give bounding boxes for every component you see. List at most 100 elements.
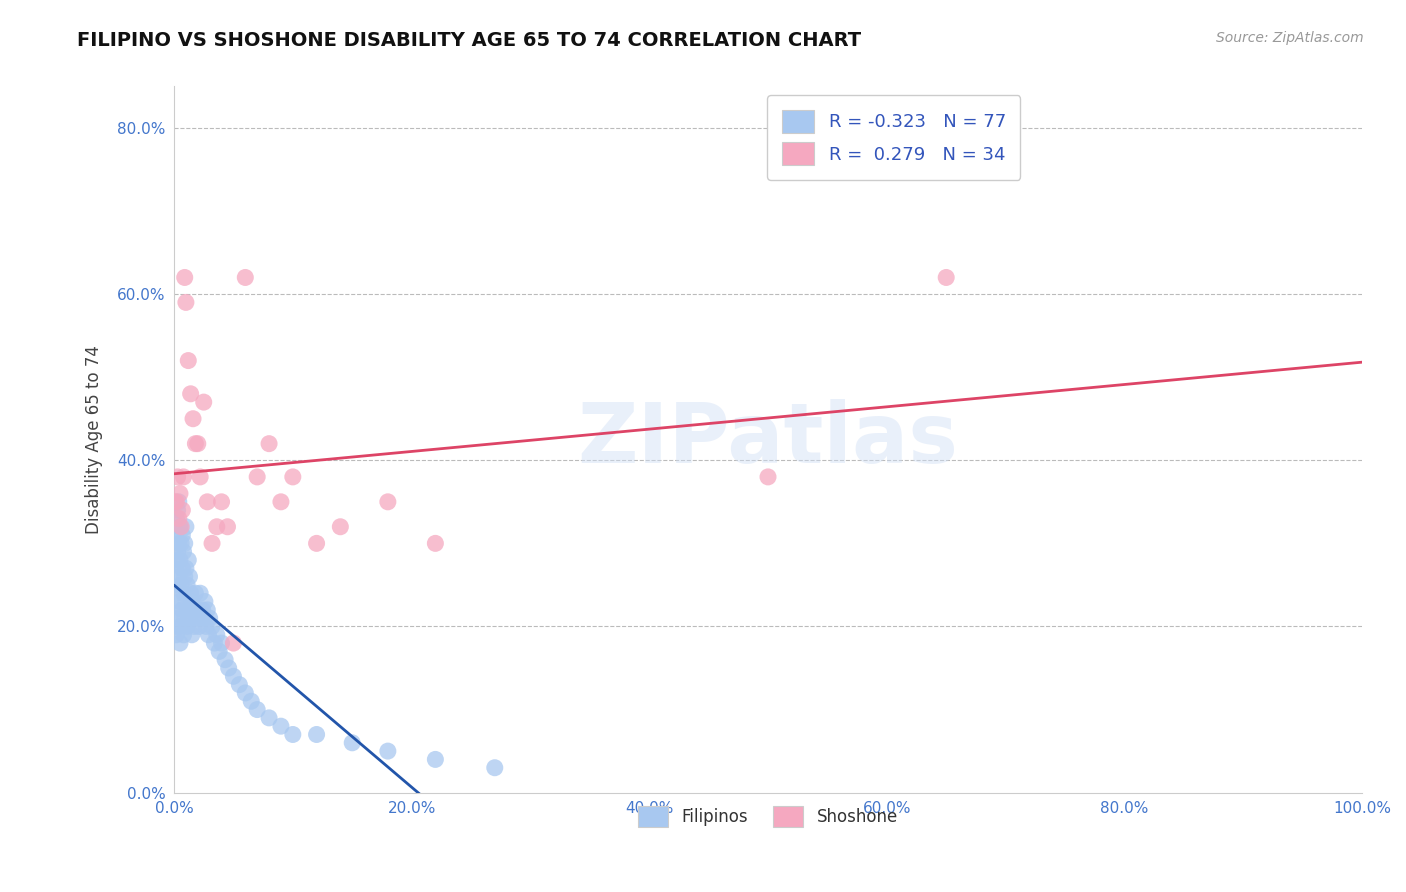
Point (179, 611, 201, 625)
Point (180, 386, 202, 401)
Point (176, 578, 198, 592)
Point (197, 628, 219, 642)
Point (173, 569, 195, 583)
Point (165, 495, 187, 509)
Point (165, 603, 187, 617)
Point (180, 628, 202, 642)
Point (195, 495, 218, 509)
Point (198, 611, 221, 625)
Point (172, 603, 194, 617)
Point (246, 702, 269, 716)
Point (756, 470, 779, 484)
Point (194, 594, 217, 608)
Point (187, 603, 209, 617)
Point (166, 544, 188, 558)
Point (167, 569, 190, 583)
Point (172, 561, 194, 575)
Point (195, 619, 218, 633)
Point (173, 470, 195, 484)
Point (165, 628, 187, 642)
Point (188, 470, 211, 484)
Point (169, 594, 191, 608)
Point (305, 727, 328, 741)
Point (201, 536, 224, 550)
Point (170, 536, 193, 550)
Point (205, 628, 228, 642)
Point (173, 611, 195, 625)
Point (180, 586, 202, 600)
Point (329, 520, 352, 534)
Point (484, 761, 506, 775)
Point (173, 270, 195, 285)
Point (165, 553, 187, 567)
Point (170, 578, 193, 592)
Point (211, 636, 233, 650)
Point (169, 553, 191, 567)
Point (181, 411, 204, 425)
Point (170, 619, 193, 633)
Point (257, 436, 280, 450)
Point (193, 611, 215, 625)
Point (183, 619, 205, 633)
Point (166, 578, 188, 592)
Point (184, 586, 207, 600)
Legend: Filipinos, Shoshone: Filipinos, Shoshone (631, 799, 904, 834)
Point (228, 678, 250, 692)
Point (202, 636, 225, 650)
Point (377, 744, 399, 758)
Point (246, 470, 269, 484)
Point (177, 553, 200, 567)
Point (270, 495, 292, 509)
Point (186, 611, 208, 625)
Point (180, 594, 202, 608)
Point (165, 511, 187, 525)
Point (193, 395, 215, 409)
Point (188, 619, 211, 633)
Point (174, 295, 197, 310)
Point (177, 603, 200, 617)
Text: FILIPINO VS SHOSHONE DISABILITY AGE 65 TO 74 CORRELATION CHART: FILIPINO VS SHOSHONE DISABILITY AGE 65 T… (77, 31, 862, 50)
Point (173, 586, 195, 600)
Point (169, 486, 191, 500)
Point (240, 694, 263, 708)
Point (167, 611, 190, 625)
Point (214, 653, 236, 667)
Point (217, 520, 239, 534)
Point (174, 520, 197, 534)
Point (170, 520, 193, 534)
Point (167, 536, 190, 550)
Point (167, 495, 190, 509)
Text: Source: ZipAtlas.com: Source: ZipAtlas.com (1216, 31, 1364, 45)
Point (377, 495, 399, 509)
Point (167, 511, 190, 525)
Point (165, 495, 187, 509)
Point (173, 544, 195, 558)
Point (270, 719, 292, 733)
Point (165, 561, 187, 575)
Point (211, 495, 233, 509)
Point (169, 636, 191, 650)
Point (222, 669, 245, 683)
Point (935, 270, 957, 285)
Point (201, 619, 224, 633)
Point (173, 536, 195, 550)
Point (172, 503, 194, 517)
Point (195, 603, 218, 617)
Point (191, 603, 214, 617)
Point (208, 644, 231, 658)
Point (166, 470, 188, 484)
Point (165, 586, 187, 600)
Point (281, 727, 304, 741)
Point (184, 436, 207, 450)
Point (305, 536, 328, 550)
Point (188, 586, 211, 600)
Point (257, 711, 280, 725)
Y-axis label: Disability Age 65 to 74: Disability Age 65 to 74 (86, 345, 103, 534)
Point (233, 270, 256, 285)
Text: ZIPatlas: ZIPatlas (578, 399, 959, 480)
Point (172, 528, 194, 542)
Point (169, 520, 191, 534)
Point (187, 436, 209, 450)
Point (179, 569, 201, 583)
Point (173, 628, 195, 642)
